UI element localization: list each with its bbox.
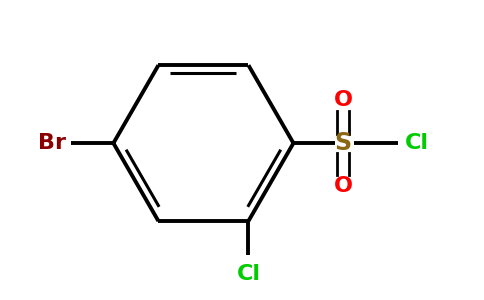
Text: Br: Br [38, 133, 66, 153]
Text: Cl: Cl [405, 133, 429, 153]
Text: O: O [333, 176, 353, 196]
Text: O: O [333, 90, 353, 110]
Text: Cl: Cl [236, 264, 260, 284]
Text: S: S [334, 131, 352, 155]
